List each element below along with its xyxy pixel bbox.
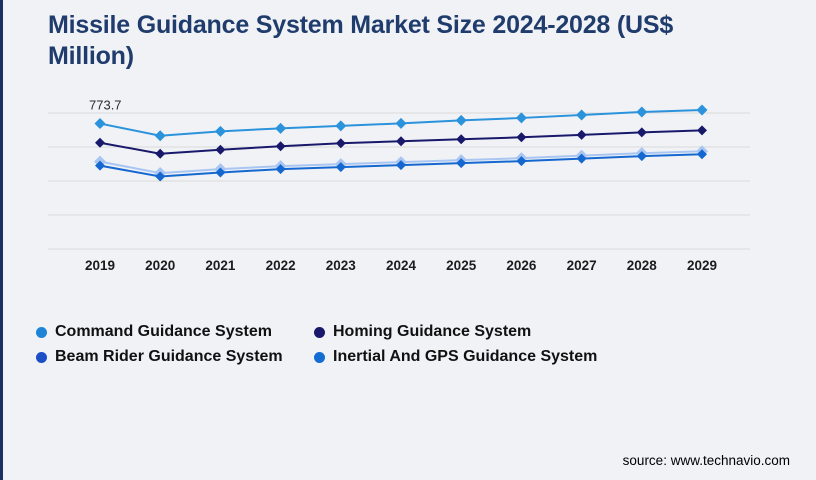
x-axis-label-2029: 2029 (687, 258, 717, 273)
data-point-inertial-and-gps-guidance-system-2027 (576, 153, 587, 164)
data-point-homing-guidance-system-2022 (275, 141, 286, 152)
data-point-command-guidance-system-2028 (636, 106, 648, 118)
data-point-command-guidance-system-2027 (576, 109, 588, 121)
x-axis-label-2026: 2026 (506, 258, 537, 273)
data-point-inertial-and-gps-guidance-system-2023 (335, 162, 346, 173)
data-point-homing-guidance-system-2023 (335, 138, 346, 149)
legend-marker-icon (314, 326, 325, 338)
data-point-command-guidance-system-2023 (335, 120, 347, 132)
chart-title: Missile Guidance System Market Size 2024… (48, 11, 674, 70)
data-point-inertial-and-gps-guidance-system-2024 (396, 160, 406, 171)
data-point-homing-guidance-system-2026 (516, 132, 527, 143)
source-attribution: source: www.technavio.com (622, 453, 790, 468)
data-point-inertial-and-gps-guidance-system-2021 (215, 167, 226, 178)
data-point-command-guidance-system-2026 (515, 112, 527, 124)
data-point-inertial-and-gps-guidance-system-2025 (456, 158, 467, 169)
legend-label: Beam Rider Guidance System (55, 348, 283, 365)
data-point-homing-guidance-system-2020 (155, 148, 166, 159)
legend-label: Homing Guidance System (333, 323, 532, 340)
data-point-homing-guidance-system-2021 (215, 144, 226, 155)
data-point-homing-guidance-system-2028 (636, 127, 647, 138)
x-axis-label-2022: 2022 (266, 258, 296, 273)
data-point-command-guidance-system-2020 (154, 130, 166, 142)
x-axis-label-2021: 2021 (205, 258, 236, 273)
legend-item-beam-rider-guidance-system: Beam Rider Guidance System (36, 348, 314, 366)
data-point-inertial-and-gps-guidance-system-2020 (155, 171, 166, 182)
data-point-command-guidance-system-2019 (94, 118, 106, 130)
data-point-inertial-and-gps-guidance-system-2026 (516, 156, 527, 167)
data-point-inertial-and-gps-guidance-system-2022 (275, 164, 286, 175)
legend-label: Inertial And GPS Guidance System (333, 348, 598, 365)
data-point-inertial-and-gps-guidance-system-2019 (95, 160, 105, 171)
legend-marker-icon (314, 351, 325, 363)
legend-item-homing-guidance-system: Homing Guidance System (314, 323, 597, 341)
data-point-command-guidance-system-2022 (275, 122, 287, 134)
data-point-homing-guidance-system-2019 (95, 137, 105, 148)
left-accent-bar (0, 0, 3, 480)
legend-label: Command Guidance System (55, 323, 272, 340)
data-point-homing-guidance-system-2024 (396, 136, 406, 147)
x-axis-label-2020: 2020 (145, 258, 175, 273)
legend-marker-icon (36, 326, 47, 338)
data-point-command-guidance-system-2025 (455, 114, 467, 126)
x-axis-label-2028: 2028 (627, 258, 658, 273)
data-point-inertial-and-gps-guidance-system-2029 (697, 149, 707, 160)
x-axis-label-2027: 2027 (567, 258, 597, 273)
data-point-homing-guidance-system-2027 (576, 129, 587, 140)
x-axis-label-2023: 2023 (326, 258, 357, 273)
line-chart: 773.7 2019 2020 2021 2022 2023 2024 2025 2026 202… (48, 98, 750, 273)
data-point-inertial-and-gps-guidance-system-2028 (636, 151, 647, 162)
data-point-command-guidance-system-2024 (395, 117, 407, 129)
chart-legend: Command Guidance System Homing Guidance S… (36, 323, 597, 366)
legend-item-command-guidance-system: Command Guidance System (36, 323, 314, 341)
data-point-homing-guidance-system-2029 (697, 125, 707, 136)
legend-item-inertial-and-gps-guidance-system: Inertial And GPS Guidance System (314, 348, 597, 366)
data-point-label: 773.7 (89, 98, 122, 113)
x-axis-label-2024: 2024 (386, 258, 417, 273)
x-axis-label-2019: 2019 (85, 258, 115, 273)
legend-marker-icon (36, 351, 47, 363)
data-point-command-guidance-system-2021 (214, 125, 226, 137)
data-point-command-guidance-system-2029 (696, 104, 708, 116)
data-point-homing-guidance-system-2025 (456, 134, 467, 145)
x-axis-label-2025: 2025 (446, 258, 477, 273)
